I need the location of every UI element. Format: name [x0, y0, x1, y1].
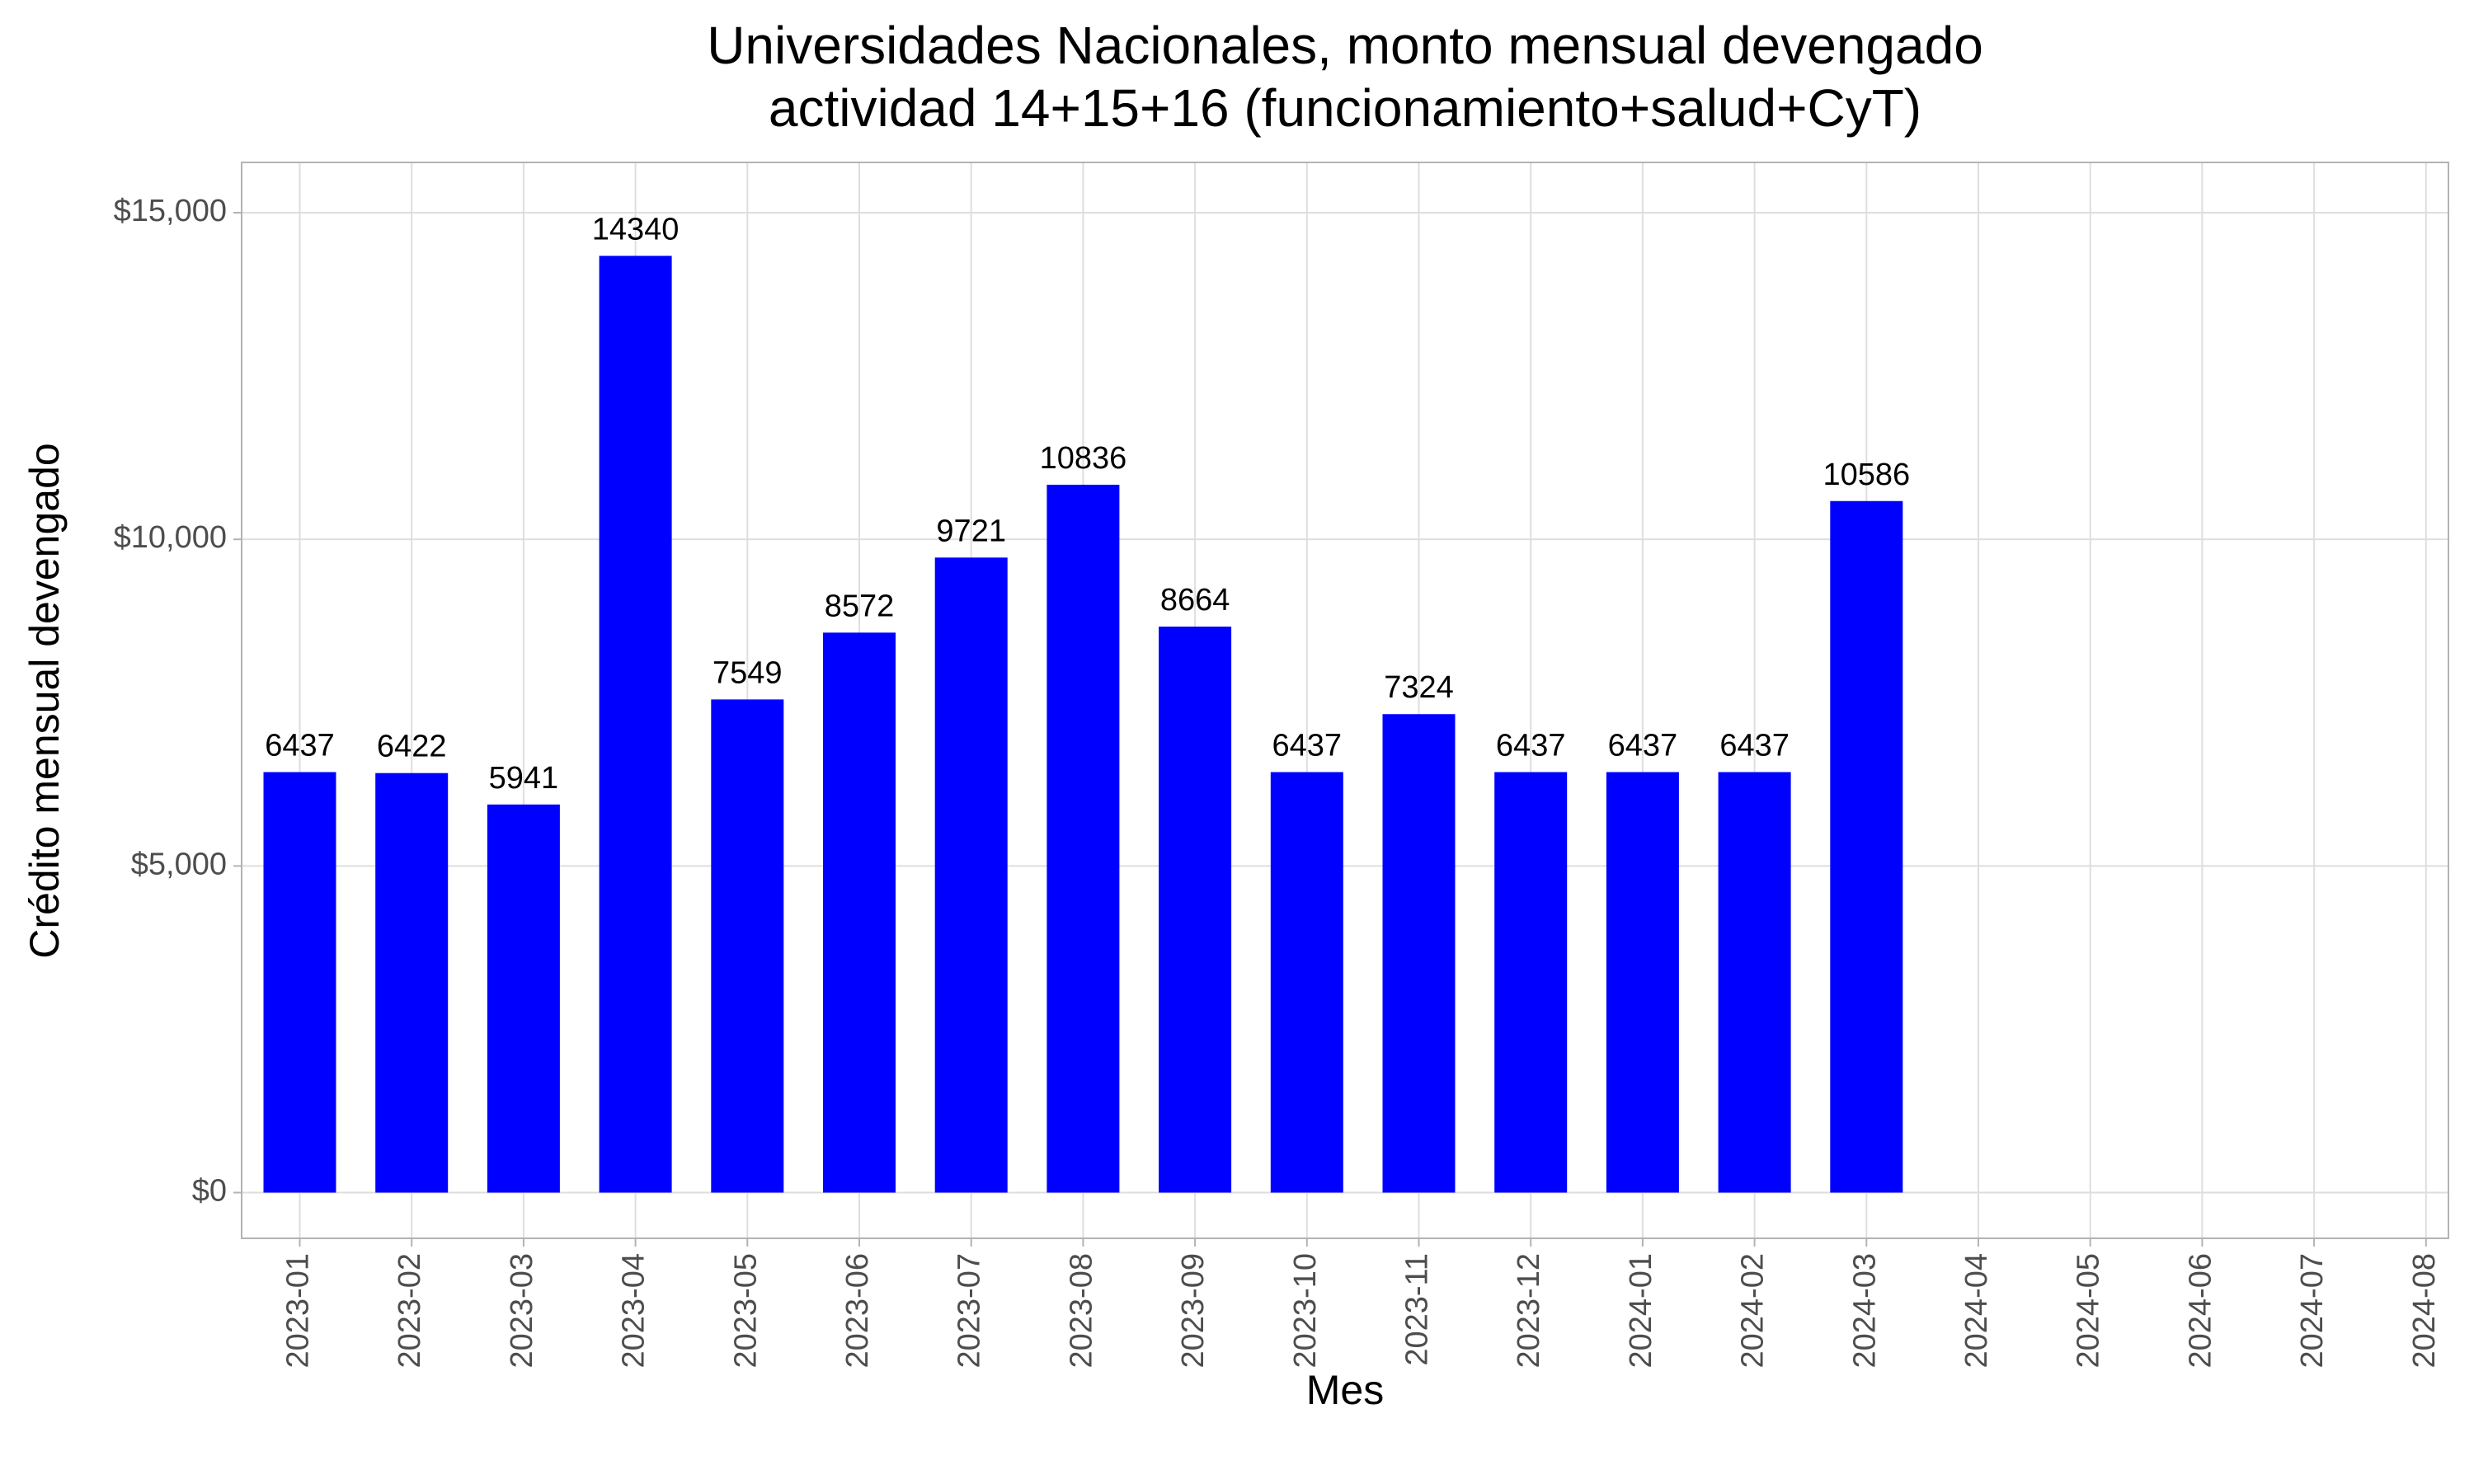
data-label: 14340 [592, 212, 680, 247]
chart-subtitle: actividad 14+15+16 (funcionamiento+salud… [769, 78, 1921, 138]
data-label: 6422 [377, 730, 447, 764]
x-tick-label: 2024-04 [1959, 1253, 1994, 1368]
bar [711, 699, 784, 1193]
x-tick-label: 2023-02 [393, 1253, 427, 1368]
bar [1159, 627, 1232, 1193]
y-tick-label: $10,000 [114, 520, 227, 555]
x-tick-label: 2023-10 [1288, 1253, 1323, 1368]
data-label: 6437 [1719, 729, 1790, 763]
data-label: 7324 [1384, 670, 1454, 705]
x-tick-label: 2024-06 [2183, 1253, 2218, 1368]
bar [1830, 500, 1903, 1193]
bar [1606, 772, 1679, 1193]
x-tick-label: 2023-07 [952, 1253, 987, 1368]
y-tick-label: $5,000 [131, 847, 227, 881]
data-label: 7549 [713, 655, 783, 690]
x-tick-label: 2023-03 [505, 1253, 539, 1368]
x-tick-label: 2024-07 [2295, 1253, 2330, 1368]
bar [934, 557, 1008, 1193]
x-tick-label: 2023-06 [840, 1253, 875, 1368]
data-label: 8664 [1160, 583, 1230, 618]
data-label: 6437 [1496, 729, 1566, 763]
x-axis-title: Mes [1306, 1367, 1384, 1413]
y-axis-title: Crédito mensual devengado [21, 443, 68, 958]
data-label: 10836 [1040, 441, 1127, 476]
chart-title: Universidades Nacionales, monto mensual … [707, 16, 1983, 75]
bar [375, 773, 449, 1193]
bar [599, 256, 672, 1193]
y-tick-label: $15,000 [114, 194, 227, 228]
x-tick-label: 2024-05 [2072, 1253, 2106, 1368]
bar [487, 804, 560, 1193]
bar [263, 772, 336, 1193]
bar [1494, 772, 1568, 1193]
bar [1270, 772, 1343, 1193]
x-tick-label: 2023-05 [728, 1253, 763, 1368]
y-tick-label: $0 [192, 1174, 227, 1209]
x-tick-label: 2023-01 [281, 1253, 316, 1368]
x-tick-label: 2023-11 [1400, 1253, 1435, 1366]
data-label: 6437 [1608, 729, 1678, 763]
bar [1047, 484, 1120, 1193]
x-tick-label: 2023-12 [1512, 1253, 1546, 1368]
x-tick-label: 2023-08 [1064, 1253, 1098, 1368]
data-label: 10586 [1823, 458, 1910, 492]
x-tick-label: 2024-02 [1736, 1253, 1771, 1368]
data-label: 9721 [936, 514, 1006, 548]
bar [823, 632, 896, 1193]
bar [1382, 714, 1456, 1193]
data-label: 5941 [489, 761, 559, 796]
x-tick-label: 2024-01 [1624, 1253, 1658, 1368]
data-label: 6437 [265, 729, 335, 763]
x-tick-label: 2024-03 [1847, 1253, 1882, 1368]
data-label: 8572 [825, 589, 895, 623]
panel-border [241, 162, 2449, 1239]
x-tick-label: 2023-04 [617, 1253, 651, 1368]
x-tick-label: 2023-09 [1176, 1253, 1211, 1368]
data-label: 6437 [1272, 729, 1343, 763]
bar [1718, 772, 1791, 1193]
x-tick-label: 2024-08 [2407, 1253, 2442, 1368]
